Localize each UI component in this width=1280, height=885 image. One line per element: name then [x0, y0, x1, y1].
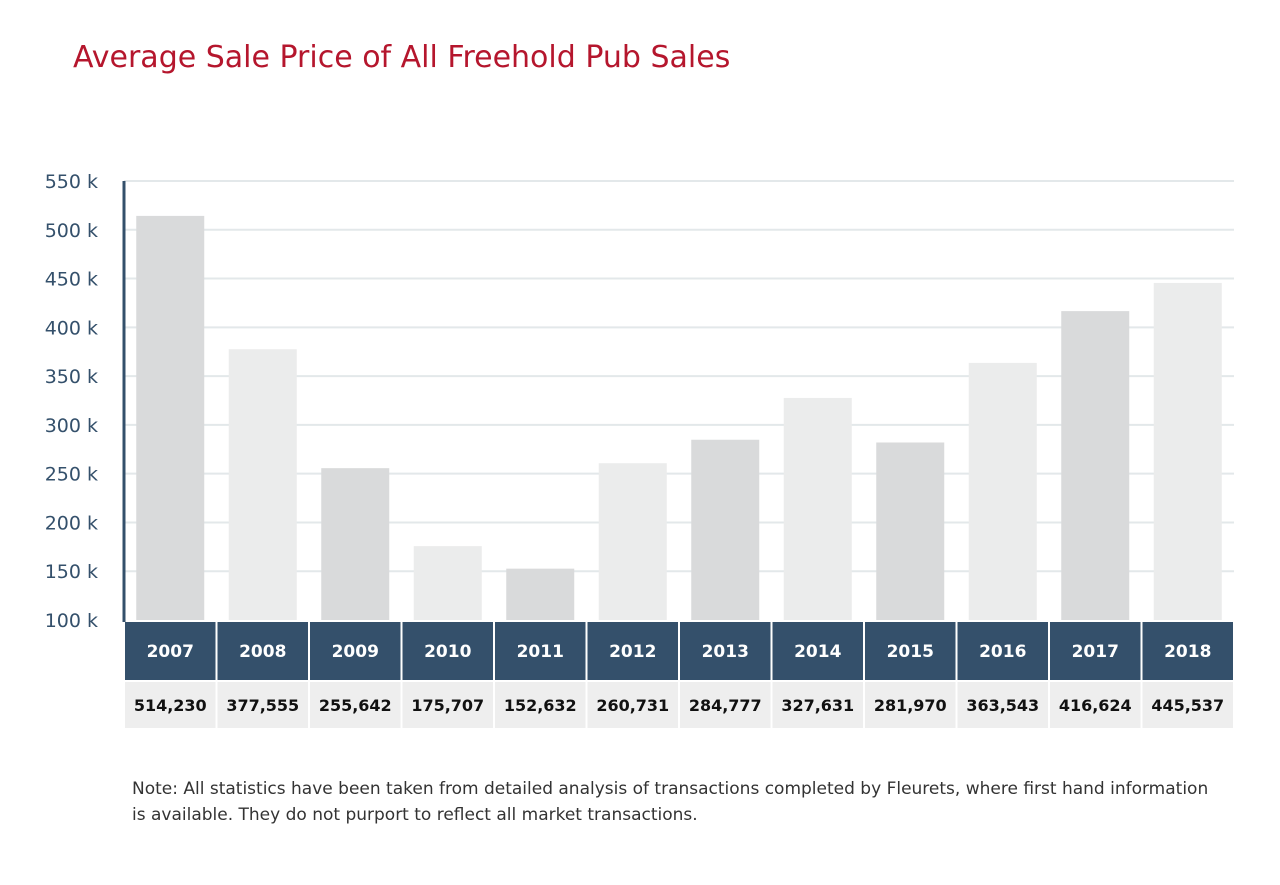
y-axis-tick-labels: 100 k 150 k 200 k 250 k 300 k 350 k 400 k 450 k…: [45, 171, 98, 632]
value-cell: [865, 682, 956, 728]
y-tick-label: 300 k: [45, 415, 98, 437]
data-label: 284,777: [689, 696, 762, 715]
data-label: 327,631: [781, 696, 854, 715]
bar-chart: 100 k 150 k 200 k 250 k 300 k 350 k 400 k 450 k…: [45, 171, 1234, 728]
bars: [136, 215, 1222, 620]
category-label: 2016: [979, 642, 1026, 662]
data-label: 445,537: [1151, 696, 1224, 715]
category-label: 2011: [517, 642, 564, 662]
value-cell: [310, 682, 401, 728]
y-tick-label: 550 k: [45, 171, 98, 193]
y-tick-label: 400 k: [45, 317, 98, 339]
category-labels: 2007 2008 2009 2010 2011 2012 2013 2014 2015 2016…: [125, 622, 1233, 680]
category-label: 2015: [887, 642, 934, 662]
category-label: 2007: [147, 642, 194, 662]
value-cell: [772, 682, 863, 728]
category-cell: [217, 622, 308, 680]
category-cell: [772, 622, 863, 680]
y-tick-label: 200 k: [45, 512, 98, 534]
footnote: Note: All statistics have been taken fro…: [132, 779, 1209, 825]
value-cell: [217, 682, 308, 728]
category-label: 2009: [332, 642, 379, 662]
category-label: 2017: [1072, 642, 1119, 662]
category-cell: [957, 622, 1048, 680]
y-tick-label: 100 k: [45, 610, 98, 632]
value-cell: [402, 682, 493, 728]
chart-title: Average Sale Price of All Freehold Pub S…: [73, 40, 731, 75]
value-labels: 514,230 377,555 255,642 175,707 152,632 260,7…: [125, 682, 1233, 728]
category-label: 2010: [424, 642, 471, 662]
value-cell: [125, 682, 216, 728]
value-cell: [495, 682, 586, 728]
bar: [321, 468, 390, 620]
data-label: 260,731: [596, 696, 669, 715]
category-label: 2008: [239, 642, 286, 662]
category-cell: [125, 622, 216, 680]
bar: [506, 568, 575, 620]
value-cell: [680, 682, 771, 728]
value-cell: [1050, 682, 1141, 728]
category-label: 2012: [609, 642, 656, 662]
bar: [691, 439, 760, 620]
category-label: 2018: [1164, 642, 1211, 662]
bar: [1061, 311, 1130, 620]
bar: [413, 546, 482, 620]
category-cell: [587, 622, 678, 680]
category-cell: [1050, 622, 1141, 680]
category-cell: [402, 622, 493, 680]
category-cell: [310, 622, 401, 680]
value-cell: [587, 682, 678, 728]
data-label: 377,555: [226, 696, 299, 715]
data-label: 255,642: [319, 696, 392, 715]
y-tick-label: 500 k: [45, 220, 98, 242]
y-tick-label: 250 k: [45, 464, 98, 486]
bar: [783, 397, 852, 620]
bar: [968, 362, 1037, 620]
data-label: 416,624: [1059, 696, 1132, 715]
bar: [1153, 282, 1222, 620]
y-tick-label: 150 k: [45, 561, 98, 583]
data-label: 175,707: [411, 696, 484, 715]
data-label: 363,543: [966, 696, 1039, 715]
y-tick-label: 450 k: [45, 269, 98, 291]
category-cell: [865, 622, 956, 680]
bar: [876, 442, 945, 620]
bar: [136, 215, 205, 620]
gridlines: [124, 180, 1234, 573]
bar: [228, 349, 297, 620]
data-label: 514,230: [134, 696, 207, 715]
category-label: 2013: [702, 642, 749, 662]
category-cell: [495, 622, 586, 680]
y-tick-label: 350 k: [45, 366, 98, 388]
data-label: 281,970: [874, 696, 947, 715]
category-cell: [680, 622, 771, 680]
value-cell: [957, 682, 1048, 728]
category-label: 2014: [794, 642, 841, 662]
value-cell: [1142, 682, 1233, 728]
bar: [598, 463, 667, 620]
data-label: 152,632: [504, 696, 577, 715]
category-cell: [1142, 622, 1233, 680]
